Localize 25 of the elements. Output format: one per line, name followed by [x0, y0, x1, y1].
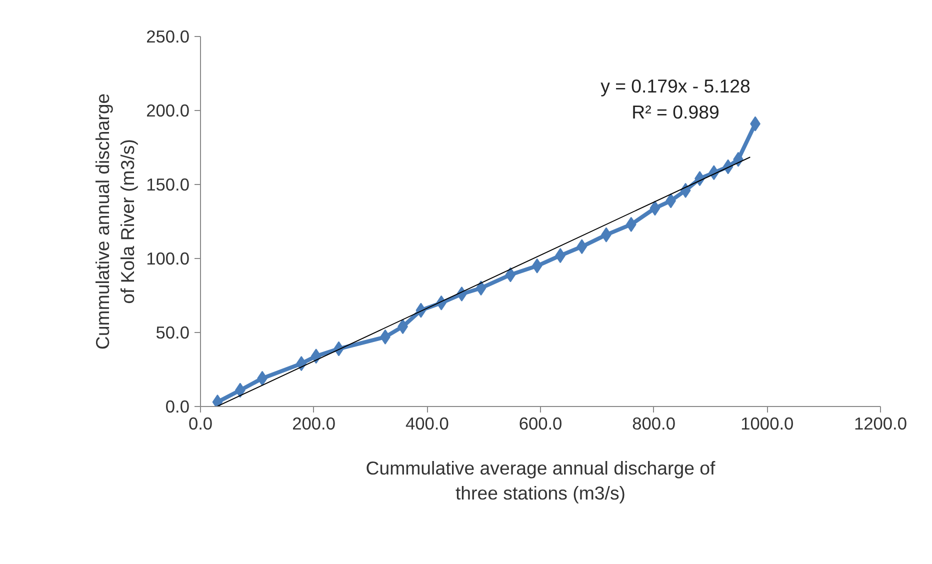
- y-axis-title: Cummulative annual discharge of Kola River (m3/s): [92, 93, 138, 350]
- point: [505, 267, 516, 282]
- y-tick-label: 0.0: [165, 396, 190, 416]
- y-tick-label: 50.0: [156, 322, 190, 342]
- y-tick-label: 200.0: [146, 100, 190, 120]
- point: [532, 258, 542, 274]
- annotation: y = 0.179x - 5.128: [600, 76, 750, 96]
- y-tick-label: 100.0: [146, 248, 190, 268]
- x-axis-title: Cummulative average annual discharge of three stations (m3/s): [366, 458, 716, 504]
- point: [576, 239, 588, 254]
- x-tick-label: 400.0: [405, 414, 449, 434]
- point: [650, 200, 660, 216]
- point: [296, 356, 307, 372]
- point: [476, 280, 486, 296]
- point: [680, 182, 691, 198]
- x-tick-label: 800.0: [632, 414, 676, 434]
- point: [310, 348, 322, 364]
- x-tick-label: 200.0: [292, 414, 336, 434]
- x-tick-label: 1200.0: [854, 414, 907, 434]
- x-tick-label: 600.0: [518, 414, 562, 434]
- y-tick-label: 250.0: [146, 26, 190, 46]
- x-tick-label: 0.0: [188, 414, 213, 434]
- y-tick-label: 150.0: [146, 174, 190, 194]
- annotation: R² = 0.989: [632, 102, 720, 122]
- x-tick-label: 1000.0: [740, 414, 794, 434]
